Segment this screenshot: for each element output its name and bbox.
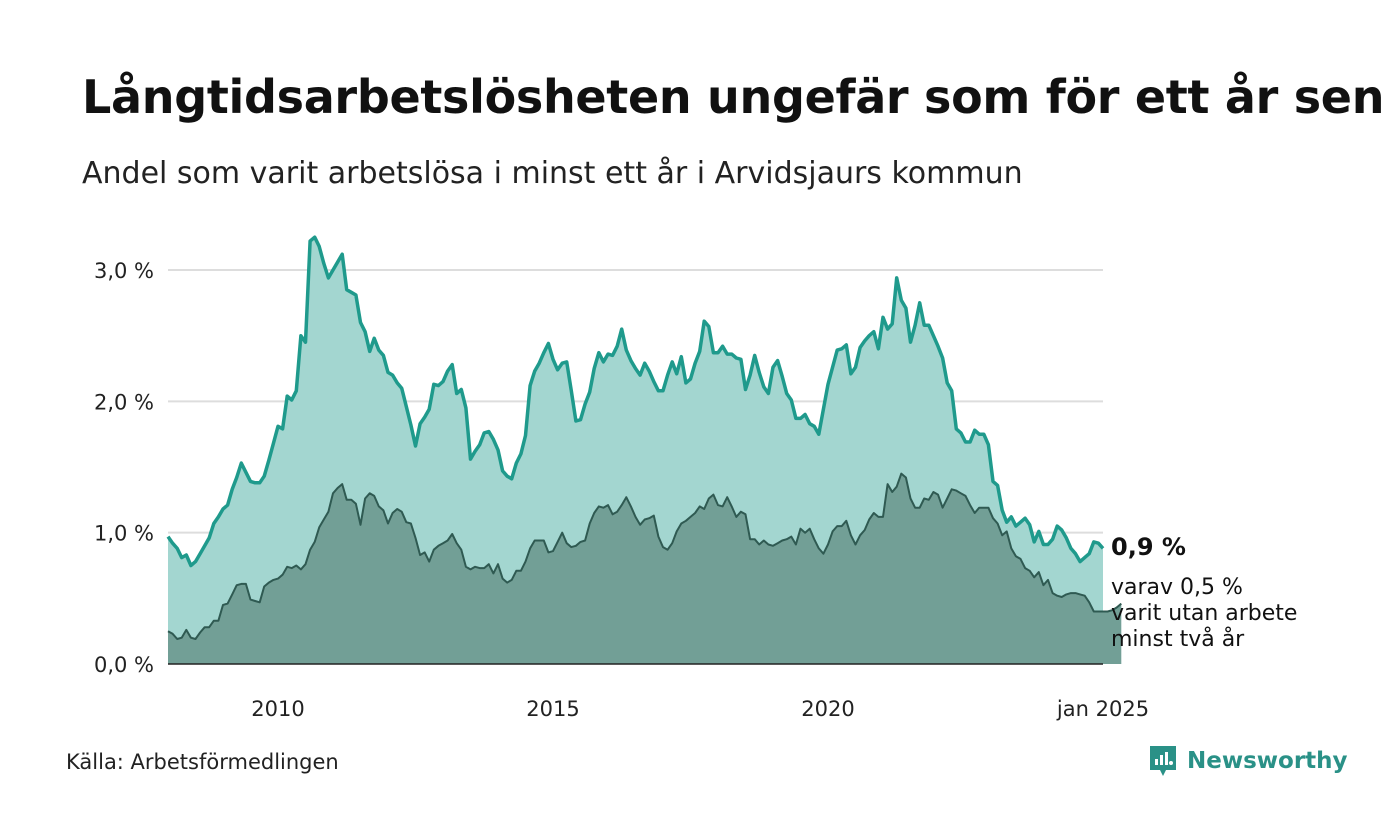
x-axis-ticks: 2010 2015 2020 jan 2025 — [251, 697, 1149, 721]
x-tick-label: 2015 — [526, 697, 579, 721]
line-two-year-unemployed — [167, 472, 1122, 640]
x-tick-label: jan 2025 — [1056, 697, 1149, 721]
end-label-total: 0,9 % — [1111, 533, 1186, 561]
y-tick-label: 2,0 % — [94, 390, 154, 414]
y-axis-ticks: 0,0 % 1,0 % 2,0 % 3,0 % — [94, 259, 154, 677]
area-chart: 0,0 % 1,0 % 2,0 % 3,0 % 2010 2015 2020 jan 202… — [94, 235, 1297, 721]
chart-subtitle: Andel som varit arbetslösa i minst ett å… — [82, 156, 1023, 191]
end-label-line: varit utan arbete — [1111, 601, 1297, 626]
y-tick-label: 3,0 % — [94, 259, 154, 283]
line-total-long-term-unemployed — [166, 235, 1105, 568]
end-label-line: minst två år — [1111, 626, 1245, 652]
source-note: Källa: Arbetsförmedlingen — [66, 750, 339, 774]
newsworthy-logo-icon — [1150, 746, 1176, 776]
chart-title: Långtidsarbetslösheten ungefär som för e… — [82, 70, 1385, 124]
y-tick-label: 1,0 % — [94, 522, 154, 546]
brand: Newsworthy — [1148, 744, 1348, 778]
x-tick-label: 2010 — [251, 697, 304, 721]
y-tick-label: 0,0 % — [94, 653, 154, 677]
brand-name: Newsworthy — [1187, 748, 1348, 774]
end-label-line: varav 0,5 % — [1111, 575, 1243, 600]
x-tick-label: 2020 — [801, 697, 854, 721]
area-two-year-unemployed — [168, 473, 1122, 664]
